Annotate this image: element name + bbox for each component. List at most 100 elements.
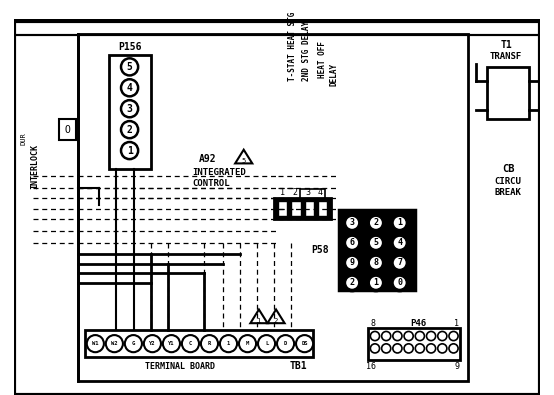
Text: TERMINAL BOARD: TERMINAL BOARD <box>145 362 215 371</box>
Circle shape <box>370 216 383 229</box>
Bar <box>300 189 325 200</box>
Circle shape <box>416 331 424 340</box>
Text: P58: P58 <box>312 245 329 256</box>
Circle shape <box>370 256 383 269</box>
Text: 0: 0 <box>397 278 402 287</box>
Text: 2: 2 <box>293 188 297 197</box>
Circle shape <box>449 331 458 340</box>
Circle shape <box>121 79 138 96</box>
Text: 1: 1 <box>454 319 459 328</box>
Circle shape <box>343 274 361 292</box>
Circle shape <box>346 216 359 229</box>
Circle shape <box>343 214 361 231</box>
Circle shape <box>427 344 435 353</box>
Text: INTERLOCK: INTERLOCK <box>30 144 39 189</box>
Text: Y2: Y2 <box>149 341 156 346</box>
Circle shape <box>121 121 138 138</box>
Circle shape <box>106 335 123 352</box>
Text: 7: 7 <box>397 258 402 267</box>
Text: 1: 1 <box>373 278 378 287</box>
Text: DUR: DUR <box>20 132 26 145</box>
Circle shape <box>391 214 408 231</box>
Circle shape <box>370 276 383 290</box>
Text: CONTROL: CONTROL <box>192 179 230 188</box>
Bar <box>339 209 415 290</box>
Circle shape <box>393 256 406 269</box>
Circle shape <box>391 234 408 251</box>
Circle shape <box>449 344 458 353</box>
Circle shape <box>393 344 402 353</box>
Bar <box>109 55 151 169</box>
Circle shape <box>371 331 379 340</box>
Circle shape <box>346 236 359 250</box>
Circle shape <box>220 335 237 352</box>
Text: 2ND STG DELAY: 2ND STG DELAY <box>302 21 311 81</box>
Text: 8: 8 <box>373 258 378 267</box>
Circle shape <box>201 335 218 352</box>
Text: 9: 9 <box>350 258 355 267</box>
Bar <box>487 67 529 119</box>
Text: W2: W2 <box>111 341 117 346</box>
Circle shape <box>343 254 361 271</box>
Text: DS: DS <box>301 341 308 346</box>
Text: P46: P46 <box>411 319 427 328</box>
Circle shape <box>87 335 104 352</box>
Circle shape <box>427 331 435 340</box>
Circle shape <box>367 274 384 292</box>
Text: A92: A92 <box>199 154 217 164</box>
Circle shape <box>343 234 361 251</box>
Text: CIRCU: CIRCU <box>495 177 521 186</box>
Circle shape <box>393 236 406 250</box>
Circle shape <box>277 335 294 352</box>
Text: 3: 3 <box>305 188 310 197</box>
Text: O: O <box>65 125 71 135</box>
Text: 4: 4 <box>397 238 402 247</box>
Bar <box>368 328 460 360</box>
Circle shape <box>144 335 161 352</box>
Circle shape <box>121 58 138 75</box>
Text: INTEGRATED: INTEGRATED <box>192 168 246 177</box>
Bar <box>291 201 301 216</box>
Text: 1: 1 <box>227 341 230 346</box>
Text: R: R <box>208 341 211 346</box>
Text: HEAT OFF: HEAT OFF <box>318 41 327 78</box>
Circle shape <box>125 335 142 352</box>
Text: D: D <box>284 341 287 346</box>
Circle shape <box>121 100 138 117</box>
Circle shape <box>346 256 359 269</box>
Circle shape <box>346 276 359 290</box>
Text: C: C <box>189 341 192 346</box>
Text: 2: 2 <box>274 318 278 324</box>
Circle shape <box>121 142 138 159</box>
Text: W1: W1 <box>92 341 99 346</box>
Text: 8: 8 <box>371 319 376 328</box>
Text: 5: 5 <box>242 158 246 164</box>
Circle shape <box>296 335 313 352</box>
Circle shape <box>393 331 402 340</box>
Circle shape <box>258 335 275 352</box>
Circle shape <box>371 344 379 353</box>
Circle shape <box>367 254 384 271</box>
Circle shape <box>438 344 447 353</box>
Bar <box>274 198 331 219</box>
Circle shape <box>404 344 413 353</box>
Text: 3: 3 <box>127 104 132 114</box>
Text: 1: 1 <box>127 146 132 156</box>
Circle shape <box>382 344 391 353</box>
Circle shape <box>404 331 413 340</box>
Text: 1: 1 <box>257 318 261 324</box>
Text: 1: 1 <box>280 188 285 197</box>
Text: M: M <box>246 341 249 346</box>
Text: 5: 5 <box>373 238 378 247</box>
Circle shape <box>393 216 406 229</box>
Bar <box>59 119 76 140</box>
Circle shape <box>391 274 408 292</box>
Text: T1: T1 <box>500 40 512 50</box>
Circle shape <box>239 335 256 352</box>
Text: BREAK: BREAK <box>495 188 521 197</box>
Text: 16: 16 <box>366 362 376 371</box>
Text: 2: 2 <box>373 218 378 228</box>
Text: 1: 1 <box>397 218 402 228</box>
Circle shape <box>438 331 447 340</box>
Circle shape <box>416 344 424 353</box>
